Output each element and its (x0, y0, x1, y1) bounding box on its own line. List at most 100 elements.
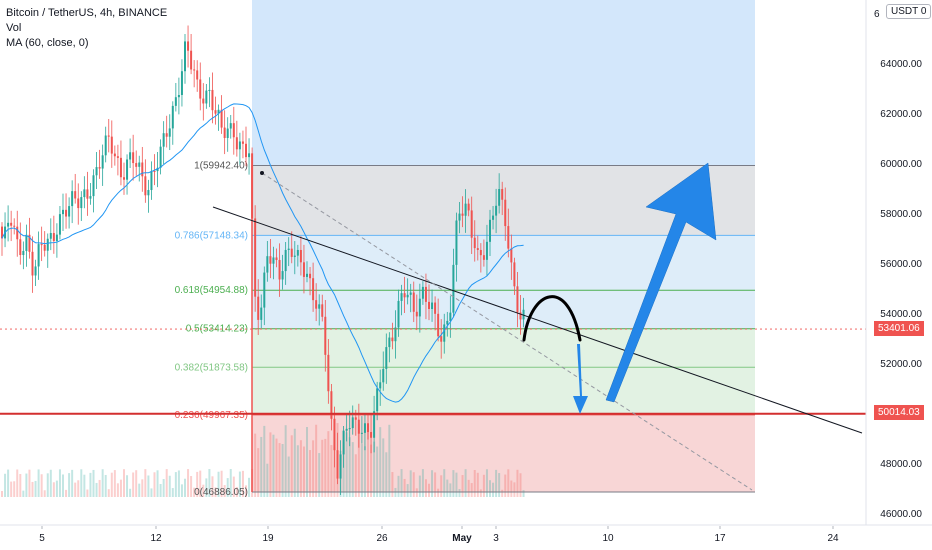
volume-bar (482, 474, 485, 497)
volume-bar (501, 489, 504, 497)
volume-bar (190, 476, 193, 497)
volume-bar (98, 479, 101, 497)
candle-body (251, 153, 254, 219)
candle-body (318, 304, 321, 309)
candle-body (1, 226, 3, 239)
candle-body (101, 155, 104, 169)
candle-body (312, 278, 315, 301)
candle-body (116, 156, 119, 158)
candle-body (467, 203, 470, 211)
candle-body (107, 135, 110, 137)
volume-bar (150, 488, 153, 497)
volume-bar (245, 485, 247, 497)
candle-body (199, 79, 202, 99)
volume-bar (376, 446, 379, 497)
candle-body (299, 249, 302, 263)
volume-bar (92, 469, 95, 497)
volume-bar (461, 475, 464, 497)
currency-unit-button[interactable]: USDT 0 (886, 4, 932, 19)
volume-bar (168, 475, 171, 497)
volume-bars (1, 423, 525, 497)
candle-body (214, 110, 217, 114)
volume-bar (397, 475, 400, 497)
volume-bar (455, 472, 458, 497)
volume-bar (510, 480, 513, 497)
candle-body (223, 127, 226, 138)
volume-bar (519, 473, 522, 497)
volume-bar (431, 470, 434, 497)
trendline (212, 206, 863, 434)
volume-bar (43, 490, 46, 497)
candle-body (461, 213, 464, 216)
volume-bar (287, 456, 290, 497)
fib-zone-3 (252, 328, 755, 415)
candle-body (327, 354, 330, 392)
candle-body (138, 162, 141, 167)
volume-bar (443, 469, 446, 497)
candle-body (306, 273, 308, 277)
candle-body (272, 257, 275, 264)
volume-bar (205, 478, 208, 497)
volume-bar (412, 472, 415, 497)
level-price-tag: 50014.03 (874, 405, 924, 420)
volume-bar (428, 483, 430, 497)
candle-body (281, 271, 284, 280)
volume-bar (342, 441, 345, 497)
candle-body (156, 167, 159, 172)
volume-bar (418, 475, 421, 497)
candle-body (485, 241, 488, 260)
legend-volume: Vol (6, 22, 22, 34)
candles (1, 25, 525, 495)
candle-body (104, 135, 107, 156)
volume-bar (217, 471, 220, 497)
candle-body (269, 256, 272, 264)
candle-body (379, 382, 382, 389)
volume-bar (132, 472, 135, 497)
fib-label: 1(59942.40) (194, 161, 248, 172)
volume-bar (290, 435, 293, 497)
current-price-tag: 53401.06 (874, 321, 924, 336)
projection-start-point (260, 171, 264, 175)
candle-body (519, 312, 522, 320)
fibonacci-zones (252, 0, 755, 492)
volume-bar (254, 433, 257, 497)
volume-bar (25, 473, 28, 497)
chart-legend: Bitcoin / TetherUS, 4h, BINANCE Vol MA (… (6, 6, 167, 51)
candle-body (211, 89, 214, 111)
volume-bar (489, 480, 491, 497)
volume-bar (263, 425, 266, 497)
candle-body (119, 157, 122, 178)
candle-body (495, 205, 498, 216)
volume-bar (34, 480, 37, 497)
candle-body (129, 152, 132, 160)
y-tick-label: 64000.00 (880, 59, 922, 70)
candle-body (174, 97, 177, 106)
candle-body (180, 71, 183, 95)
volume-bar (199, 470, 202, 497)
candle-body (86, 189, 89, 199)
volume-bar (269, 432, 272, 497)
candle-body (360, 432, 363, 434)
candle-body (348, 428, 351, 430)
candle-body (77, 198, 80, 209)
candle-body (7, 222, 10, 227)
candle-body (135, 163, 138, 167)
volume-bar (10, 481, 13, 497)
candle-body (333, 418, 336, 451)
candle-body (31, 251, 34, 276)
candle-body (19, 239, 22, 256)
candle-body (336, 450, 339, 479)
volume-bar (333, 446, 336, 497)
volume-bar (266, 463, 269, 497)
volume-bar (68, 473, 71, 497)
candle-body (290, 248, 293, 257)
volume-bar (208, 469, 211, 497)
candle-body (226, 128, 229, 138)
target-zone (252, 0, 755, 166)
down-arrow (573, 344, 588, 414)
volume-bar (293, 428, 296, 497)
volume-bar (324, 438, 327, 497)
candle-body (351, 417, 354, 429)
volume-bar (144, 469, 147, 497)
